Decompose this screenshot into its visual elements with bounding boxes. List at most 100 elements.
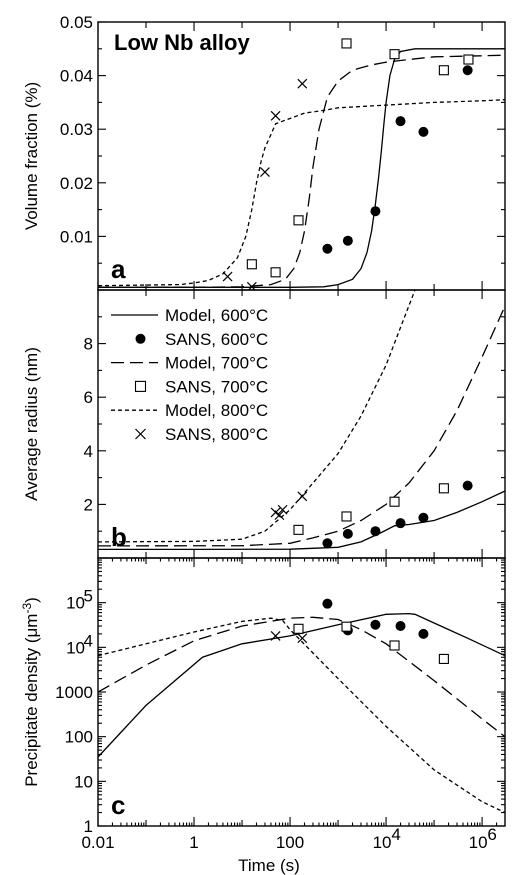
- data-point-filled-circle: [395, 116, 406, 127]
- y-axis-label-base: Precipitate density (μm: [22, 614, 41, 787]
- legend: Model, 600°C SANS, 600°C Model, 700°C SANS,…: [111, 306, 268, 444]
- data-point-open-square: [389, 49, 400, 60]
- data-point-cross: [274, 510, 285, 521]
- series-line-model-600-c: [98, 490, 505, 551]
- series-line-model-600-c: [98, 612, 505, 758]
- y-tick-label: 10: [66, 594, 85, 613]
- legend-item: SANS, 600°C: [135, 330, 268, 349]
- x-tick-label-exponent: 4: [391, 825, 400, 844]
- y-axis-label: Precipitate density (μm-3): [20, 597, 41, 787]
- legend-label: SANS, 700°C: [165, 377, 268, 396]
- data-point-open-square: [463, 54, 474, 65]
- series-line-model-700-c: [98, 305, 505, 547]
- data-point-filled-circle: [418, 126, 429, 137]
- data-point-cross: [270, 110, 281, 121]
- data-point-open-square: [341, 621, 352, 632]
- plot-area: [98, 290, 505, 551]
- y-axis-label-tail: ): [22, 597, 41, 603]
- data-point-filled-circle: [342, 235, 353, 246]
- panel-letter: b: [111, 522, 127, 552]
- data-point-open-square: [293, 215, 304, 226]
- data-point-open-square: [438, 65, 449, 76]
- y-tick-label-exponent: 4: [84, 631, 93, 650]
- legend-item: Model, 700°C: [111, 354, 268, 373]
- data-point-filled-circle: [322, 598, 333, 609]
- y-tick-label: 0.03: [60, 120, 93, 139]
- series-line-model-700-c: [98, 54, 505, 288]
- plot-frame: [97, 289, 506, 559]
- y-tick-label: 0.05: [60, 13, 93, 32]
- chart-title: Low Nb alloy: [114, 30, 250, 55]
- data-point-cross: [260, 167, 270, 178]
- data-point-open-square: [341, 511, 352, 522]
- series-line-model-700-c: [98, 616, 505, 738]
- data-point-cross: [270, 631, 281, 641]
- data-point-filled-circle: [462, 65, 473, 76]
- plot-frame: [97, 557, 506, 827]
- data-point-open-square: [341, 38, 352, 49]
- data-point-filled-circle: [370, 619, 381, 630]
- x-tick-label-exponent: 6: [487, 825, 496, 844]
- panel-b-average-radius: 2 4 6 8 Average radius (nm) b: [22, 289, 506, 559]
- legend-marker-swatch: [135, 333, 146, 344]
- legend-item: Model, 800°C: [111, 401, 268, 420]
- y-tick-label: 1: [84, 817, 93, 836]
- panel-a-volume-fraction: 0.01 0.02 0.03 0.04 0.05 Volume fraction (%) a…: [22, 13, 506, 291]
- data-point-cross: [222, 271, 233, 282]
- legend-label: Model, 700°C: [165, 354, 268, 373]
- data-point-open-square: [389, 640, 400, 651]
- series-line-model-600-c: [98, 48, 505, 288]
- y-tick-label-exponent: 5: [84, 587, 93, 606]
- legend-marker-swatch: [135, 428, 146, 440]
- panel-letter: c: [111, 790, 125, 820]
- series-line-model-800-c: [98, 290, 416, 543]
- y-tick-label: 0.01: [60, 227, 93, 246]
- y-axis-label-exponent: -3: [20, 603, 34, 614]
- x-tick-label: 100: [276, 833, 304, 852]
- data-point-filled-circle: [370, 526, 381, 537]
- data-point-filled-circle: [418, 628, 429, 639]
- x-tick-label: 1: [189, 833, 198, 852]
- y-tick-label: 0.02: [60, 174, 93, 193]
- data-point-filled-circle: [395, 518, 406, 529]
- plot-area: [98, 38, 505, 290]
- panel-letter: a: [111, 254, 126, 284]
- y-tick-label: 8: [84, 335, 93, 354]
- plot-frame: [97, 21, 506, 291]
- y-axis-label: Volume fraction (%): [22, 82, 41, 230]
- y-tick-label: 4: [84, 442, 93, 461]
- data-point-filled-circle: [395, 621, 406, 632]
- data-point-cross: [297, 491, 308, 502]
- data-point-open-square: [270, 267, 281, 278]
- legend-marker-swatch: [134, 380, 147, 392]
- data-point-open-square: [438, 653, 449, 664]
- legend-label: Model, 600°C: [165, 306, 268, 325]
- y-axis-label: Average radius (nm): [22, 347, 41, 501]
- data-point-open-square: [389, 496, 400, 507]
- legend-label: Model, 800°C: [165, 401, 268, 420]
- series-line-model-800-c: [98, 99, 505, 287]
- x-tick-label: 10: [373, 833, 392, 852]
- legend-label: SANS, 800°C: [165, 425, 268, 444]
- data-point-cross: [277, 504, 288, 515]
- data-point-open-square: [293, 623, 304, 634]
- x-axis-label: Time (s): [238, 856, 300, 875]
- legend-label: SANS, 600°C: [165, 330, 268, 349]
- data-point-open-square: [246, 259, 257, 270]
- legend-item: SANS, 700°C: [134, 377, 268, 396]
- data-point-open-square: [293, 524, 304, 535]
- data-point-filled-circle: [370, 206, 381, 217]
- legend-item: SANS, 800°C: [135, 425, 268, 444]
- data-point-filled-circle: [462, 480, 473, 491]
- data-point-filled-circle: [322, 243, 333, 254]
- data-point-open-square: [438, 483, 449, 494]
- data-point-filled-circle: [322, 538, 333, 549]
- series-line-model-800-c: [98, 617, 505, 814]
- x-tick-label: 10: [469, 833, 488, 852]
- y-tick-label: 1000: [55, 683, 93, 702]
- y-tick-label: 6: [84, 388, 93, 407]
- legend-item: Model, 600°C: [111, 306, 268, 325]
- plot-area: [98, 598, 505, 814]
- data-point-filled-circle: [342, 528, 353, 539]
